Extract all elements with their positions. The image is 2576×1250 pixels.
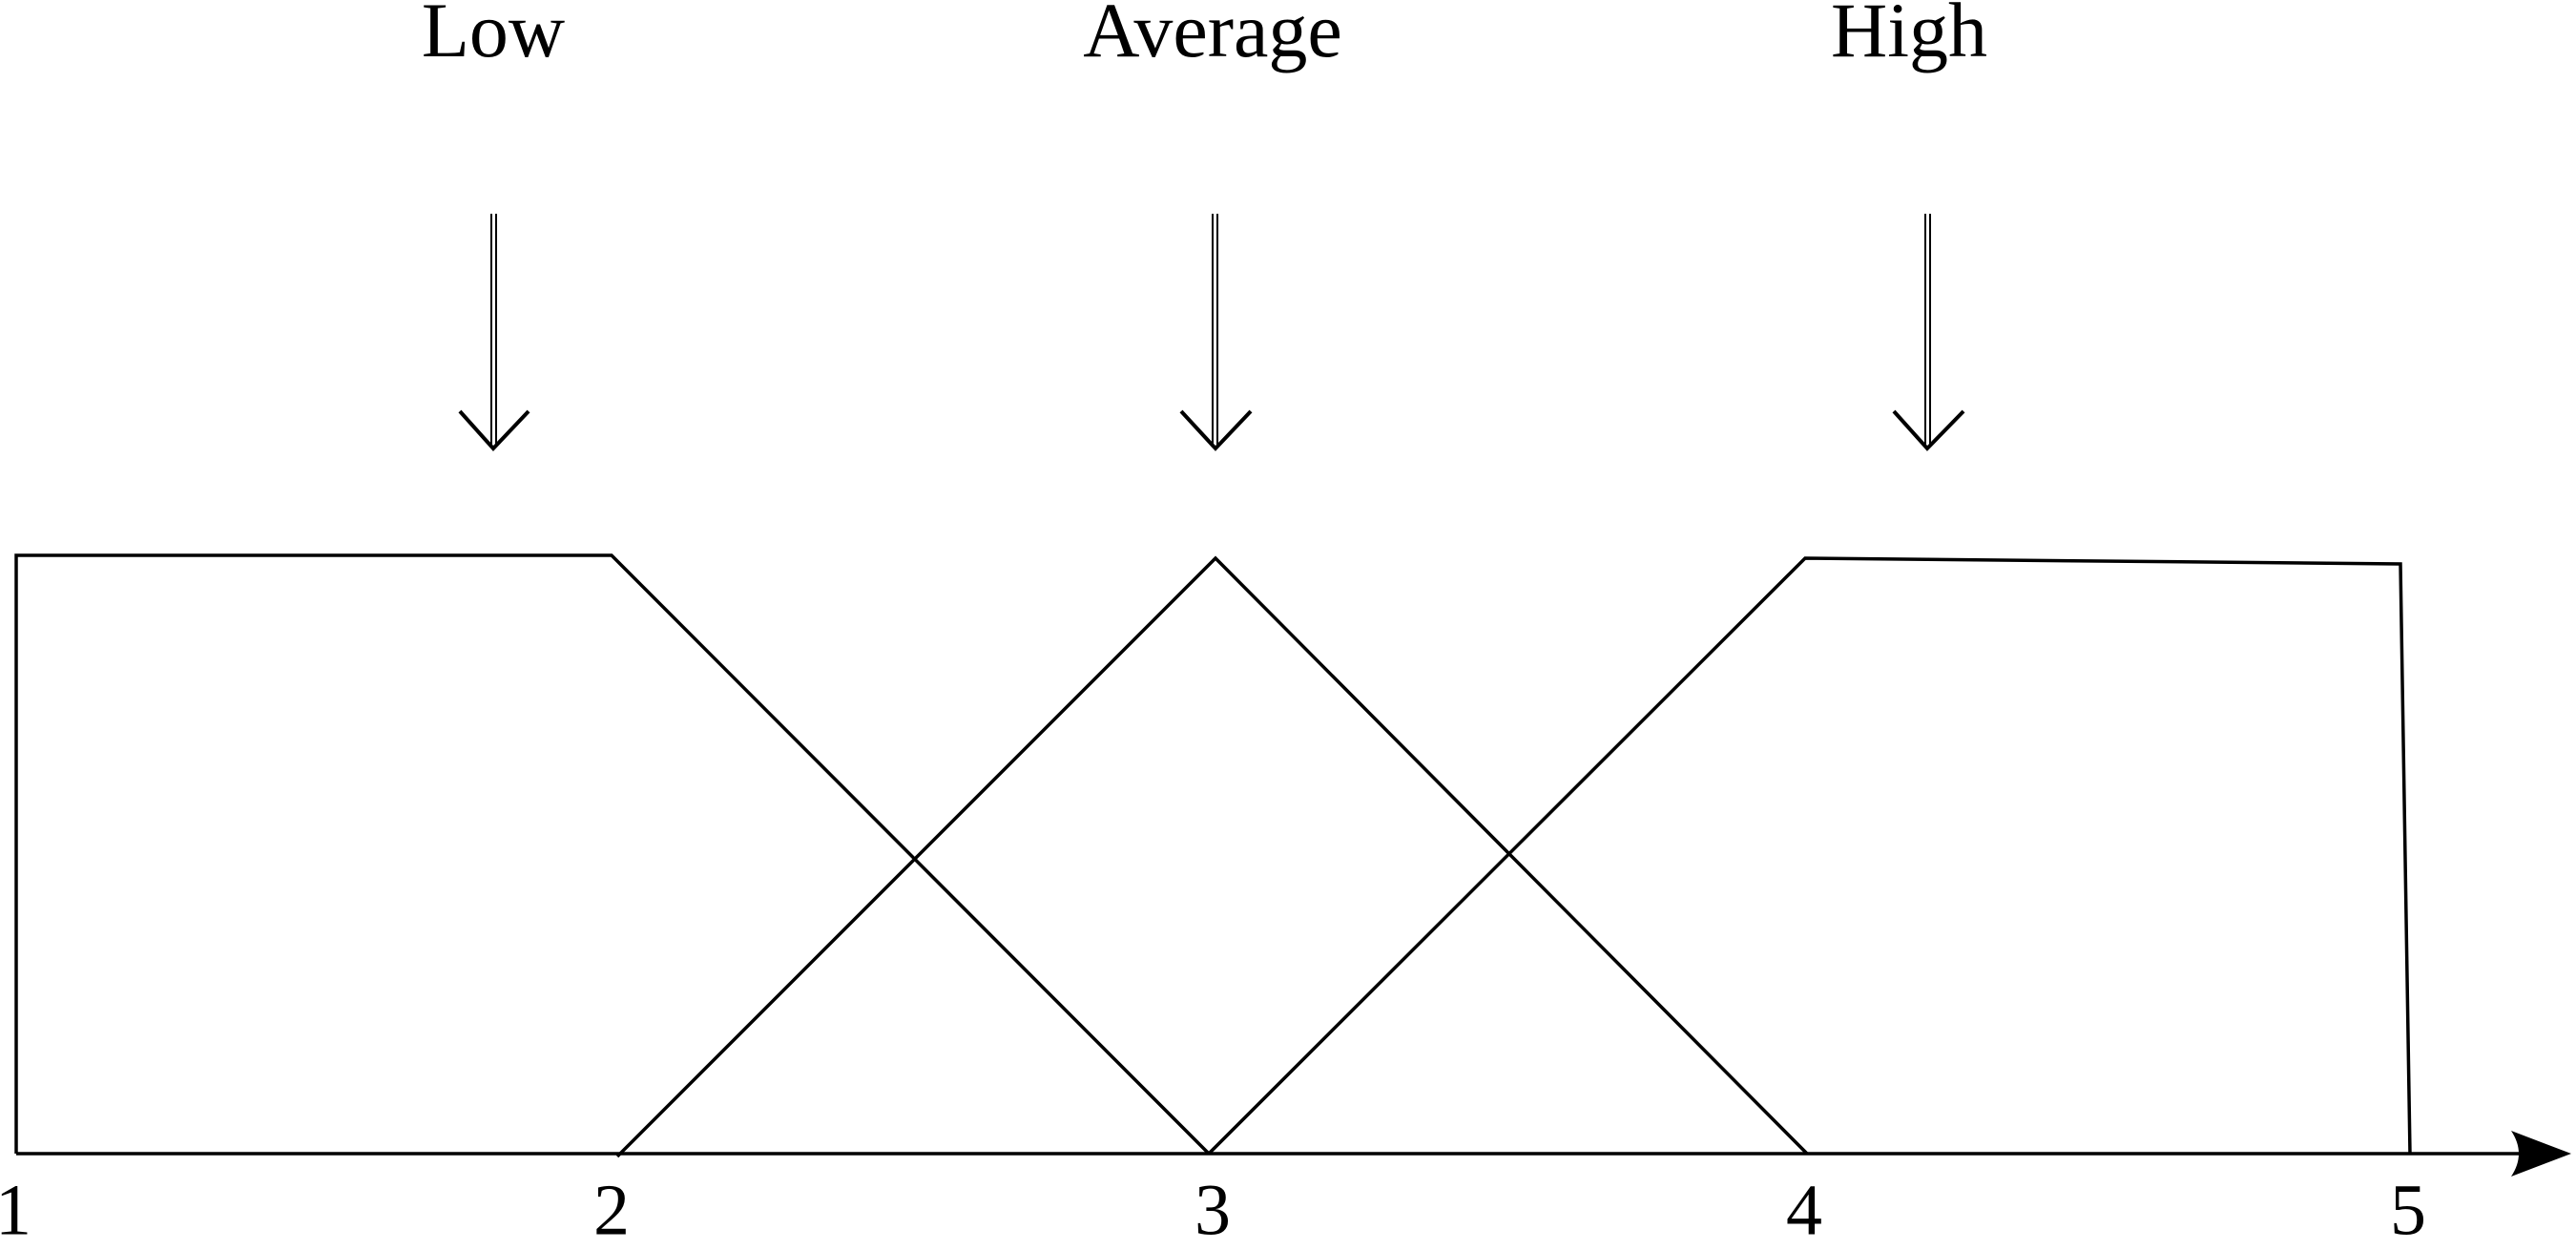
tick-label: 3: [1195, 1170, 1231, 1250]
low-membership: [14, 553, 1211, 1156]
tick-label: 2: [593, 1170, 630, 1250]
arrow-head: [1179, 409, 1253, 451]
axis-arrow: [2511, 1131, 2571, 1177]
average-membership: [615, 555, 1809, 1158]
arrow-head: [1892, 409, 1965, 451]
label: High: [1831, 0, 1987, 73]
label: Low: [422, 0, 565, 73]
arrow-head: [458, 409, 530, 451]
tick-label: 1: [0, 1170, 31, 1250]
tick-label: 5: [2390, 1170, 2426, 1250]
arrows: [458, 214, 1965, 451]
tick-label: 4: [1786, 1170, 1822, 1250]
high-membership: [1207, 556, 2412, 1156]
label: Average: [1083, 0, 1342, 73]
